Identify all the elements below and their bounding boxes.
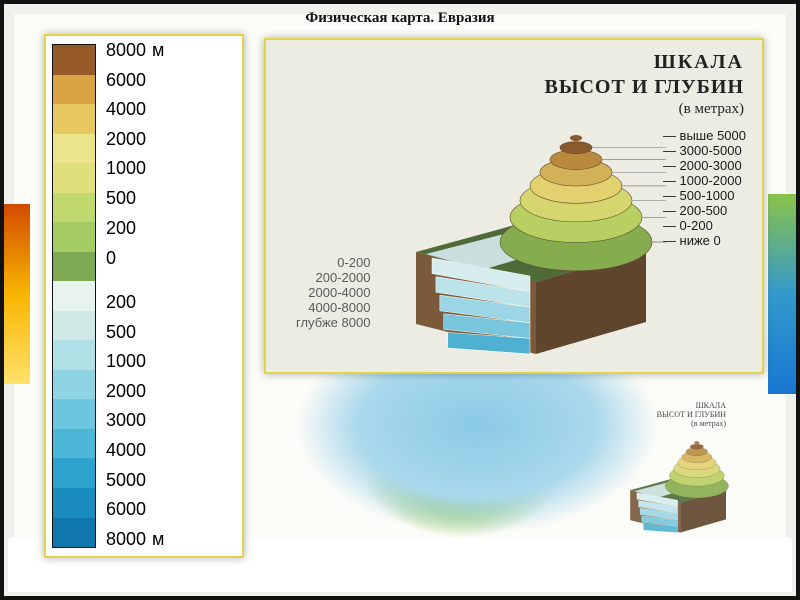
mini-diagram-svg <box>616 436 736 536</box>
scale-label: 3000 <box>106 410 146 431</box>
depth-label: глубже 8000 <box>296 315 370 330</box>
elevation-label: — 500-1000 <box>663 188 746 203</box>
color-segment <box>53 340 95 370</box>
color-segment <box>53 222 95 252</box>
scale-label: 6000 <box>106 499 146 520</box>
page-title: Физическая карта. Евразия <box>4 10 796 27</box>
scale-label: 6000 <box>106 70 146 91</box>
scale-label: 200 <box>106 292 136 313</box>
unit-label: м <box>152 529 164 550</box>
scale-label: 0 <box>106 248 116 269</box>
depth-label: 4000-8000 <box>296 300 370 315</box>
elevation-label: — 2000-3000 <box>663 158 746 173</box>
color-segment <box>53 311 95 341</box>
color-segment <box>53 281 95 311</box>
color-bar <box>52 44 96 548</box>
depth-label: 200-2000 <box>296 270 370 285</box>
scale-label: 4000 <box>106 440 146 461</box>
elevation-label: — 1000-2000 <box>663 173 746 188</box>
elevation-label: — 0-200 <box>663 218 746 233</box>
diagram-title-l2: ВЫСОТ И ГЛУБИН <box>545 75 745 100</box>
scale-label: 8000м <box>106 40 164 61</box>
scale-label: 4000 <box>106 99 146 120</box>
diagram-title-l1: ШКАЛА <box>545 50 745 75</box>
page-frame: Физическая карта. Евразия 8000м 6000 4000 2… <box>0 0 800 600</box>
color-segment <box>53 104 95 134</box>
color-segment <box>53 458 95 488</box>
color-segment <box>53 134 95 164</box>
color-segment <box>53 193 95 223</box>
scale-label: 200 <box>106 218 136 239</box>
scale-label: 5000 <box>106 470 146 491</box>
color-segment <box>53 488 95 518</box>
bg-stripe-right <box>768 194 796 394</box>
color-segment <box>53 399 95 429</box>
bg-stripe-left <box>4 204 30 384</box>
depth-label: 0-200 <box>296 255 370 270</box>
color-segment <box>53 429 95 459</box>
color-segment <box>53 252 95 282</box>
scale-label: 8000м <box>106 529 164 550</box>
scale-label: 1000 <box>106 158 146 179</box>
color-segment <box>53 163 95 193</box>
color-segment <box>53 75 95 105</box>
elevation-scale-panel: 8000м60004000200010005002000200500100020… <box>44 34 244 558</box>
diagram-title: ШКАЛА ВЫСОТ И ГЛУБИН (в метрах) <box>545 50 745 119</box>
diagram-panel: ШКАЛА ВЫСОТ И ГЛУБИН (в метрах) — выше 5… <box>264 38 764 374</box>
elevation-label: — выше 5000 <box>663 128 746 143</box>
depth-label: 2000-4000 <box>296 285 370 300</box>
mini-diagram: ШКАЛА ВЫСОТ И ГЛУБИН (в метрах) <box>616 436 736 546</box>
diagram-title-l3: (в метрах) <box>545 100 745 119</box>
scale-label: 500 <box>106 322 136 343</box>
diagram-area: — выше 5000— 3000-5000— 2000-3000— 1000-… <box>276 122 752 362</box>
mini-diagram-title: ШКАЛА ВЫСОТ И ГЛУБИН (в метрах) <box>657 402 726 428</box>
color-segment <box>53 45 95 75</box>
elevation-label: — 200-500 <box>663 203 746 218</box>
diagram-svg <box>386 122 666 362</box>
scale-labels: 8000м60004000200010005002000200500100020… <box>96 44 236 548</box>
unit-label: м <box>152 40 164 61</box>
scale-label: 2000 <box>106 381 146 402</box>
color-segment <box>53 518 95 548</box>
elevation-label: — 3000-5000 <box>663 143 746 158</box>
scale-label: 500 <box>106 188 136 209</box>
elevation-label: — ниже 0 <box>663 233 746 248</box>
depth-labels: 0-200200-20002000-40004000-8000глубже 80… <box>296 255 370 330</box>
scale-label: 2000 <box>106 129 146 150</box>
elevation-labels: — выше 5000— 3000-5000— 2000-3000— 1000-… <box>663 128 746 248</box>
color-segment <box>53 370 95 400</box>
scale-label: 1000 <box>106 351 146 372</box>
